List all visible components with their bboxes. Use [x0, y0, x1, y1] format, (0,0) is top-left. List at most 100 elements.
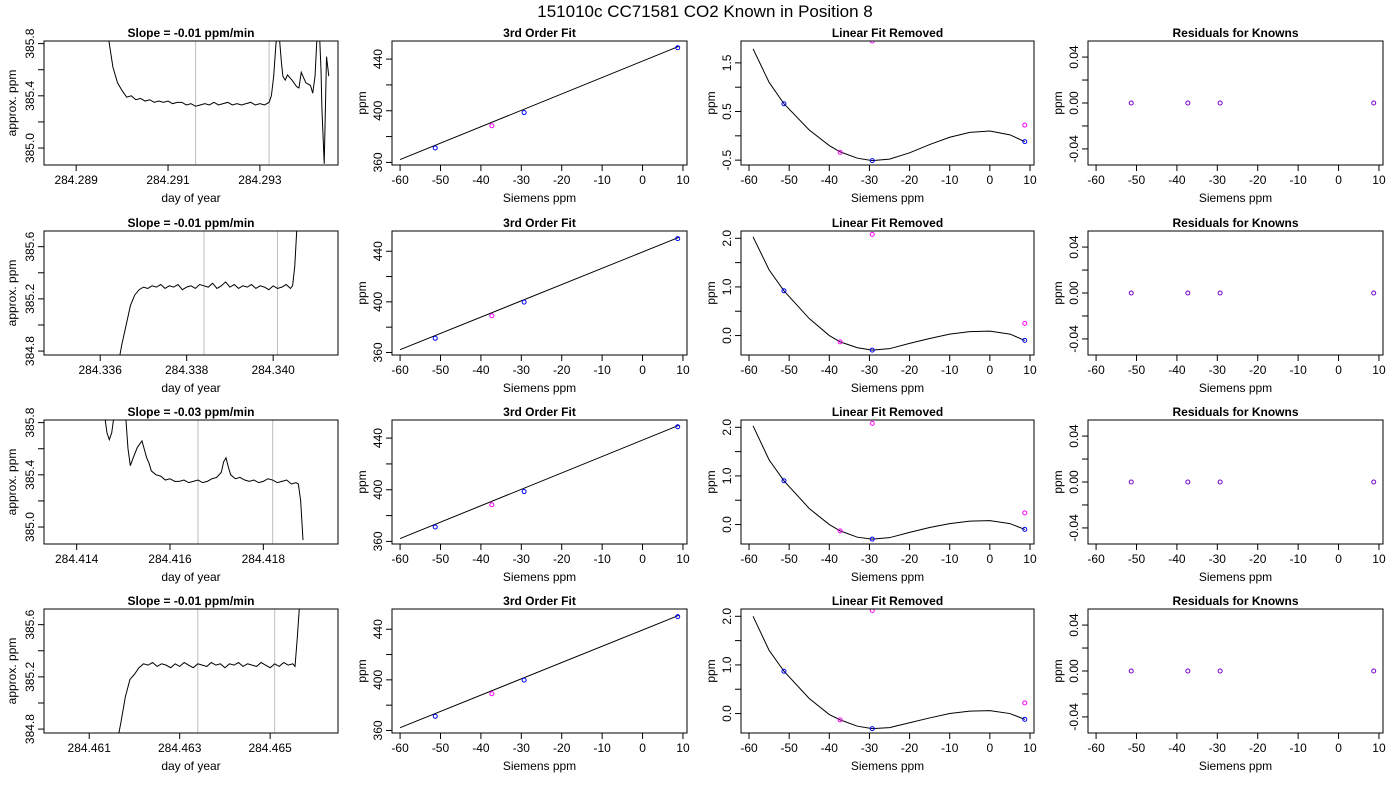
x-tick-label: -40	[821, 741, 839, 755]
y-tick-label: 0.00	[1067, 91, 1081, 115]
y-tick-label: 385.8	[23, 28, 37, 58]
x-tick-label: -30	[513, 173, 531, 187]
known-point	[837, 339, 843, 345]
x-tick-label: -60	[391, 552, 409, 566]
x-tick-label: -10	[1289, 173, 1307, 187]
x-tick-label: -30	[1209, 173, 1227, 187]
fit-line	[399, 236, 680, 351]
calibration-point	[521, 677, 527, 683]
x-axis-label: day of year	[161, 381, 220, 395]
x-tick-label: -50	[1128, 363, 1146, 377]
y-axis-label: ppm	[1051, 470, 1065, 493]
y-tick-label: 440	[371, 428, 385, 448]
calibration-point	[675, 424, 681, 430]
plot-area	[1128, 290, 1377, 296]
x-tick-label: 10	[1023, 552, 1037, 566]
y-tick-label: 384.8	[23, 714, 37, 744]
x-tick-label: -60	[1087, 552, 1105, 566]
x-tick-label: -50	[1128, 552, 1146, 566]
y-tick-label: 0.04	[1067, 424, 1081, 448]
y-tick-label: 400	[371, 292, 385, 312]
plot-area	[1128, 668, 1377, 674]
calibration-point	[781, 668, 787, 674]
panel-title: Linear Fit Removed	[832, 405, 943, 419]
panel-title: Linear Fit Removed	[832, 26, 943, 40]
y-axis-label: ppm	[355, 659, 369, 682]
concentration-trace	[118, 609, 300, 733]
y-tick-label: 0.0	[720, 516, 734, 533]
x-tick-label: 284.463	[158, 741, 202, 755]
x-tick-label: -50	[1128, 173, 1146, 187]
x-axis-label: Siemens ppm	[503, 381, 576, 395]
x-axis-label: day of year	[161, 759, 220, 773]
plot-area	[1128, 479, 1377, 485]
panel-title: Slope = -0.01 ppm/min	[127, 26, 254, 40]
x-tick-label: -20	[553, 363, 571, 377]
panel-title: 3rd Order Fit	[503, 216, 576, 230]
y-tick-label: 360	[371, 720, 385, 740]
y-tick-label: 1.0	[720, 278, 734, 295]
y-axis-label: ppm	[1051, 91, 1065, 114]
x-tick-label: -10	[593, 173, 611, 187]
y-tick-label: 385.8	[23, 407, 37, 437]
panel-title: Residuals for Knowns	[1172, 26, 1298, 40]
concentration-trace	[104, 420, 304, 541]
known-point	[869, 41, 875, 44]
plot-frame	[1087, 40, 1384, 166]
plot-frame	[391, 230, 688, 356]
cubic-residual-curve	[752, 425, 1025, 540]
y-axis-label: approx. ppm	[5, 260, 19, 327]
x-axis-label: Siemens ppm	[851, 381, 924, 395]
x-tick-label: -60	[740, 173, 758, 187]
y-tick-label: 385.6	[23, 231, 37, 261]
calibration-point	[675, 236, 681, 242]
known-point	[1022, 700, 1028, 706]
known-point	[489, 123, 495, 129]
y-tick-label: 400	[371, 670, 385, 690]
x-axis-label: Siemens ppm	[1199, 570, 1272, 584]
x-tick-label: 10	[1023, 173, 1037, 187]
x-tick-label: -50	[780, 363, 798, 377]
y-axis-label: ppm	[1051, 281, 1065, 304]
known-point	[869, 609, 875, 613]
x-tick-label: 10	[676, 173, 690, 187]
x-tick-label: 284.336	[79, 363, 123, 377]
calibration-point	[869, 726, 875, 732]
y-tick-label: 385.4	[23, 459, 37, 489]
x-tick-label: 0	[1335, 173, 1342, 187]
x-tick-label: 10	[1372, 552, 1386, 566]
x-tick-label: -60	[391, 173, 409, 187]
calibration-point	[781, 101, 787, 107]
y-tick-label: -0.5	[720, 149, 734, 170]
x-tick-label: -20	[1249, 363, 1267, 377]
x-tick-label: 10	[1023, 741, 1037, 755]
x-tick-label: 284.414	[55, 552, 99, 566]
x-tick-label: -20	[553, 552, 571, 566]
y-axis-label: ppm	[355, 281, 369, 304]
panel-fit-row-4: 3rd Order Fit Siemens ppm ppm -60 -50 -40 -30 -…	[355, 594, 690, 773]
panel-linear_removed-row-4: Linear Fit Removed Siemens ppm ppm -60 -50 -4…	[704, 594, 1037, 773]
y-tick-label: 440	[371, 619, 385, 639]
x-axis-label: day of year	[161, 191, 220, 205]
panel-residuals-row-3: Residuals for Knowns Siemens ppm ppm -60 -50…	[1051, 405, 1386, 584]
panel-linear_removed-row-3: Linear Fit Removed Siemens ppm ppm -60 -50 -4…	[704, 405, 1037, 584]
y-tick-label: 0.00	[1067, 470, 1081, 494]
x-axis-label: Siemens ppm	[851, 191, 924, 205]
y-tick-label: 400	[371, 479, 385, 499]
plot-area	[399, 45, 681, 161]
panel-title: 3rd Order Fit	[503, 594, 576, 608]
x-tick-label: 10	[1372, 741, 1386, 755]
y-tick-label: 0.04	[1067, 613, 1081, 637]
x-tick-label: 284.291	[146, 173, 190, 187]
x-tick-label: -30	[513, 552, 531, 566]
x-tick-label: -10	[941, 552, 959, 566]
x-tick-label: -10	[593, 741, 611, 755]
x-tick-label: -20	[553, 741, 571, 755]
panel-title: 3rd Order Fit	[503, 405, 576, 419]
x-tick-label: -50	[780, 552, 798, 566]
residual-point	[1128, 479, 1134, 485]
plot-area	[399, 614, 681, 729]
x-tick-label: -30	[861, 741, 879, 755]
x-tick-label: 0	[987, 552, 994, 566]
x-tick-label: 0	[639, 741, 646, 755]
